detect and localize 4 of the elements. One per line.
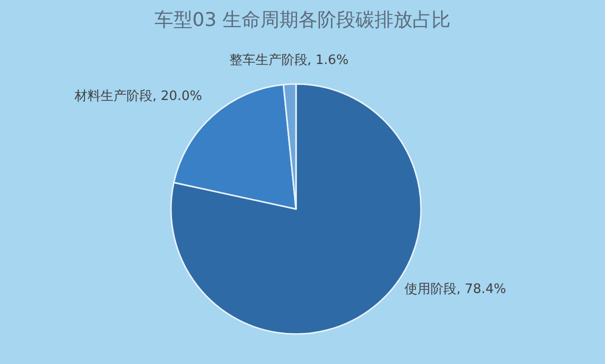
slice-label: 材料生产阶段, 20.0%: [74, 88, 202, 104]
slice-label: 整车生产阶段, 1.6%: [229, 53, 349, 68]
chart-title: 车型03 生命周期各阶段碳排放占比: [154, 9, 451, 31]
slice-label: 使用阶段, 78.4%: [404, 282, 506, 297]
